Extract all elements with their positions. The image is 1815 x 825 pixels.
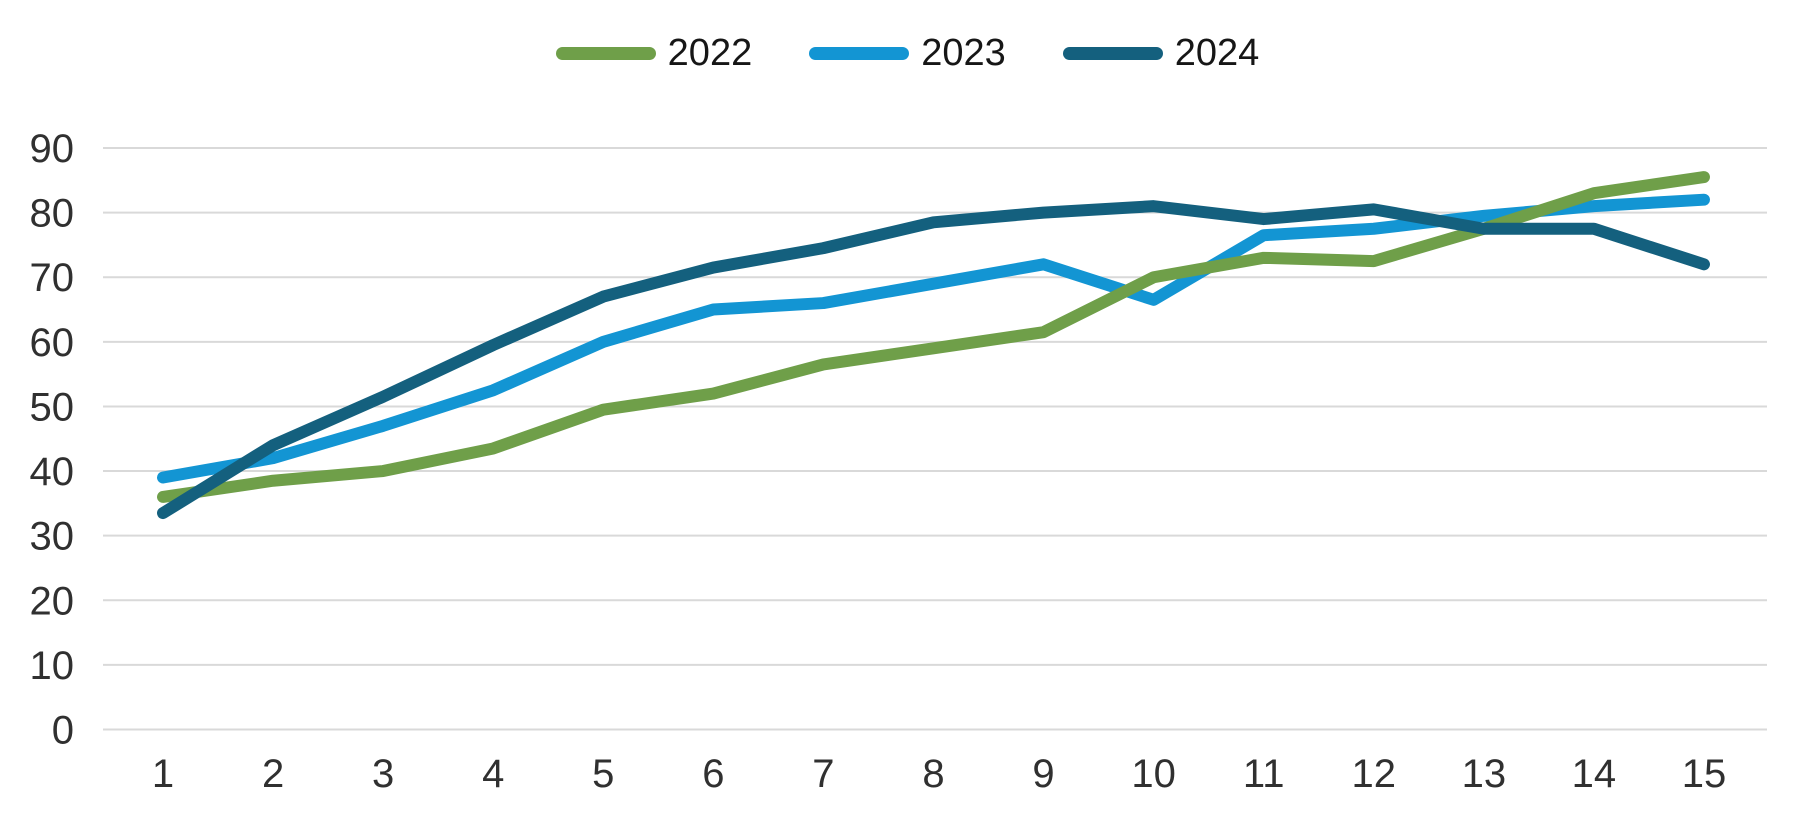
- legend-swatch-2023: [809, 46, 910, 60]
- x-tick-label: 8: [922, 752, 944, 796]
- y-tick-label: 30: [30, 515, 75, 559]
- legend-item-2023: 2023: [809, 34, 1006, 72]
- x-tick-label: 13: [1462, 752, 1507, 796]
- y-tick-label: 0: [52, 709, 74, 753]
- x-tick-label: 14: [1572, 752, 1617, 796]
- legend-swatch-2024: [1062, 46, 1163, 60]
- y-tick-label: 10: [30, 644, 75, 688]
- legend-label-2022: 2022: [667, 32, 753, 74]
- y-tick-label: 80: [30, 192, 75, 236]
- y-tick-label: 50: [30, 385, 75, 429]
- chart-legend: 2022 2023 2024: [0, 28, 1815, 78]
- legend-label-2024: 2024: [1174, 32, 1260, 74]
- x-tick-label: 10: [1131, 752, 1176, 796]
- series-line-2022: [157, 171, 1710, 503]
- x-tick-label: 9: [1032, 752, 1054, 796]
- series-line-2023: [157, 193, 1710, 484]
- y-tick-label: 40: [30, 450, 75, 494]
- x-tick-label: 11: [1243, 752, 1285, 796]
- x-tick-label: 5: [592, 752, 614, 796]
- x-tick-label: 3: [372, 752, 394, 796]
- x-tick-label: 6: [702, 752, 724, 796]
- y-tick-label: 20: [30, 579, 75, 623]
- x-tick-label: 15: [1682, 752, 1727, 796]
- y-tick-label: 90: [30, 127, 75, 171]
- y-tick-label: 70: [30, 256, 75, 300]
- legend-item-2022: 2022: [555, 32, 753, 74]
- x-tick-label: 4: [482, 752, 504, 796]
- legend-label-2023: 2023: [921, 32, 1006, 74]
- x-tick-label: 12: [1352, 752, 1397, 796]
- x-tick-label: 2: [262, 752, 284, 796]
- x-tick-label: 7: [812, 752, 834, 796]
- y-tick-label: 60: [30, 321, 75, 365]
- legend-item-2024: 2024: [1062, 32, 1260, 74]
- series-line-2024: [157, 200, 1710, 520]
- x-tick-label: 1: [152, 752, 174, 796]
- legend-swatch-2022: [555, 46, 656, 60]
